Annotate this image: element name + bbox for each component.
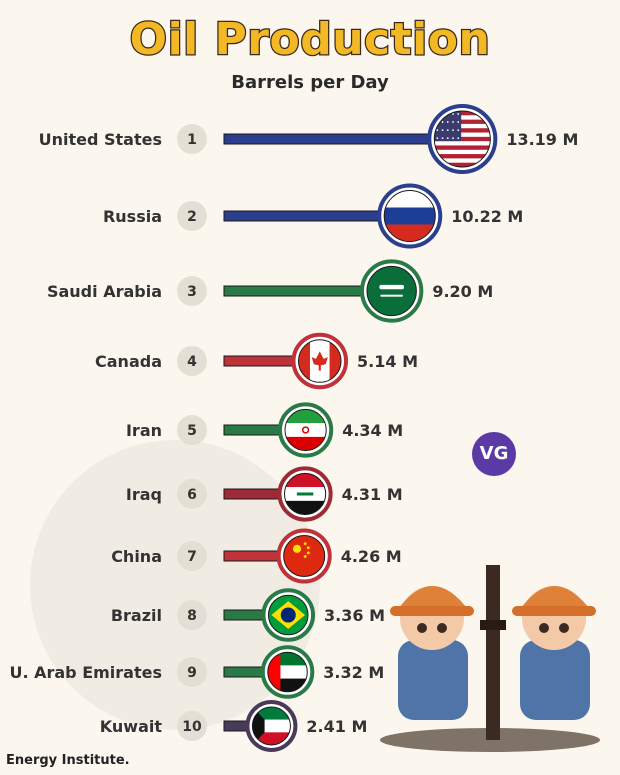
rank-label: 4 (187, 354, 197, 370)
saudi-arabia-flag-icon (359, 259, 424, 323)
category-label: Canada (95, 352, 162, 371)
rank-badge: 4 (177, 346, 207, 376)
iran-flag-icon (277, 402, 334, 458)
value-label: 4.34 M (342, 421, 403, 440)
bar-row-6: Iraq 6 4.31 M (126, 466, 403, 522)
bar-row-2: Russia 2 10.22 M (103, 183, 523, 249)
value-label: 3.36 M (324, 606, 385, 625)
value-label: 2.41 M (306, 717, 367, 736)
source-note: Energy Institute. (6, 753, 130, 768)
rank-label: 3 (187, 284, 197, 300)
category-label: Saudi Arabia (47, 282, 162, 301)
category-label: U. Arab Emirates (9, 663, 162, 682)
rank-badge: 6 (177, 479, 207, 509)
chart-subtitle: Barrels per Day (231, 72, 389, 93)
value-label: 13.19 M (506, 130, 578, 149)
bar-row-4: Canada 4 5.14 M (95, 332, 418, 390)
rank-label: 5 (187, 423, 197, 439)
canada-flag-icon (291, 332, 349, 390)
value-label: 9.20 M (432, 282, 493, 301)
usa-flag-icon (427, 104, 498, 174)
rank-label: 1 (187, 132, 197, 148)
bar-row-7: China 7 4.26 M (111, 528, 402, 584)
value-label: 10.22 M (451, 207, 523, 226)
category-label: Kuwait (100, 717, 163, 736)
china-flag-icon (276, 528, 332, 584)
rank-label: 8 (187, 608, 197, 624)
value-label: 4.26 M (341, 547, 402, 566)
brazil-flag-icon (261, 588, 316, 642)
bar (223, 133, 463, 145)
category-label: United States (39, 130, 162, 149)
value-label: 3.32 M (323, 663, 384, 682)
rank-label: 2 (187, 209, 197, 225)
rank-label: 7 (187, 549, 197, 565)
rank-badge: 10 (177, 711, 207, 741)
rank-badge: 8 (177, 600, 207, 630)
bar-row-10: Kuwait 10 2.41 M (100, 700, 367, 752)
rank-badge: 3 (177, 276, 207, 306)
russia-flag-icon (377, 183, 443, 249)
rank-label: 10 (182, 719, 202, 735)
oil-workers-illustration-icon (380, 565, 600, 752)
bar-row-3: Saudi Arabia 3 9.20 M (47, 259, 493, 323)
category-label: China (111, 547, 162, 566)
uae-flag-icon (260, 645, 315, 699)
category-label: Brazil (111, 606, 162, 625)
value-label: 5.14 M (357, 352, 418, 371)
rank-badge: 5 (177, 415, 207, 445)
category-label: Russia (103, 207, 162, 226)
bar-row-9: U. Arab Emirates 9 3.32 M (9, 645, 384, 699)
bar-row-5: Iran 5 4.34 M (126, 402, 403, 458)
bar-row-1: United States 1 13.19 M (39, 104, 578, 174)
iraq-flag-icon (277, 466, 333, 522)
vg-logo-badge: VG (472, 432, 516, 476)
kuwait-flag-icon (245, 700, 298, 752)
chart-title: Oil Production (128, 13, 491, 67)
rank-badge: 7 (177, 541, 207, 571)
value-label: 4.31 M (342, 485, 403, 504)
rank-label: 6 (187, 487, 197, 503)
rank-label: 9 (187, 665, 197, 681)
rank-badge: 9 (177, 657, 207, 687)
bar-row-8: Brazil 8 3.36 M (111, 588, 385, 642)
category-label: Iran (126, 421, 162, 440)
category-label: Iraq (126, 485, 162, 504)
rank-badge: 2 (177, 201, 207, 231)
rank-badge: 1 (177, 124, 207, 154)
